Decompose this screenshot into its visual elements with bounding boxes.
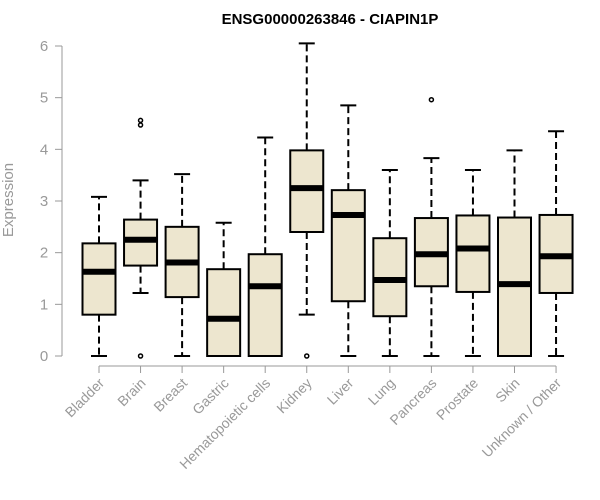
box-6 xyxy=(330,104,366,357)
y-tick-label: 3 xyxy=(40,193,48,210)
x-tick-label: Brain xyxy=(114,375,148,409)
box-7 xyxy=(372,169,408,357)
box-1 xyxy=(123,117,159,359)
box-0 xyxy=(81,195,117,357)
y-tick-label: 0 xyxy=(40,348,48,365)
box-2 xyxy=(164,173,200,357)
iqr-box xyxy=(81,242,117,316)
x-tick-label: Liver xyxy=(324,375,357,408)
y-tick-label: 5 xyxy=(40,90,48,107)
box-5 xyxy=(289,42,325,359)
x-tick-label: Skin xyxy=(492,375,523,406)
y-axis: 0 1 2 3 4 5 6 xyxy=(40,38,63,365)
iqr-box xyxy=(289,149,325,233)
outlier-point xyxy=(137,117,144,124)
iqr-box xyxy=(455,214,491,293)
chart-title: ENSG00000263846 - CIAPIN1P xyxy=(222,11,439,28)
iqr-box xyxy=(330,189,366,303)
iqr-box xyxy=(247,253,283,357)
iqr-box xyxy=(206,268,242,358)
x-tick-label: Prostate xyxy=(433,375,481,423)
y-tick-label: 6 xyxy=(40,38,48,55)
x-tick-label: Kidney xyxy=(273,375,315,417)
y-tick-label: 1 xyxy=(40,296,48,313)
box-3 xyxy=(206,221,242,358)
y-tick-label: 4 xyxy=(40,141,48,158)
x-tick-label: Lung xyxy=(365,375,398,408)
outlier-point xyxy=(304,353,310,359)
outlier-point xyxy=(137,122,144,128)
y-tick-label: 2 xyxy=(40,245,48,262)
box-9 xyxy=(455,169,491,357)
boxes-group xyxy=(81,42,574,359)
x-tick-label: Unknown / Other xyxy=(479,375,565,461)
box-4 xyxy=(247,136,283,357)
box-11 xyxy=(538,130,574,357)
outlier-point xyxy=(137,353,144,359)
outlier-point xyxy=(428,96,435,103)
x-tick-label: Bladder xyxy=(62,375,108,421)
y-axis-label: Expression xyxy=(0,163,17,237)
x-tick-label: Breast xyxy=(150,375,190,415)
box-10 xyxy=(497,149,532,357)
box-8 xyxy=(413,96,449,357)
